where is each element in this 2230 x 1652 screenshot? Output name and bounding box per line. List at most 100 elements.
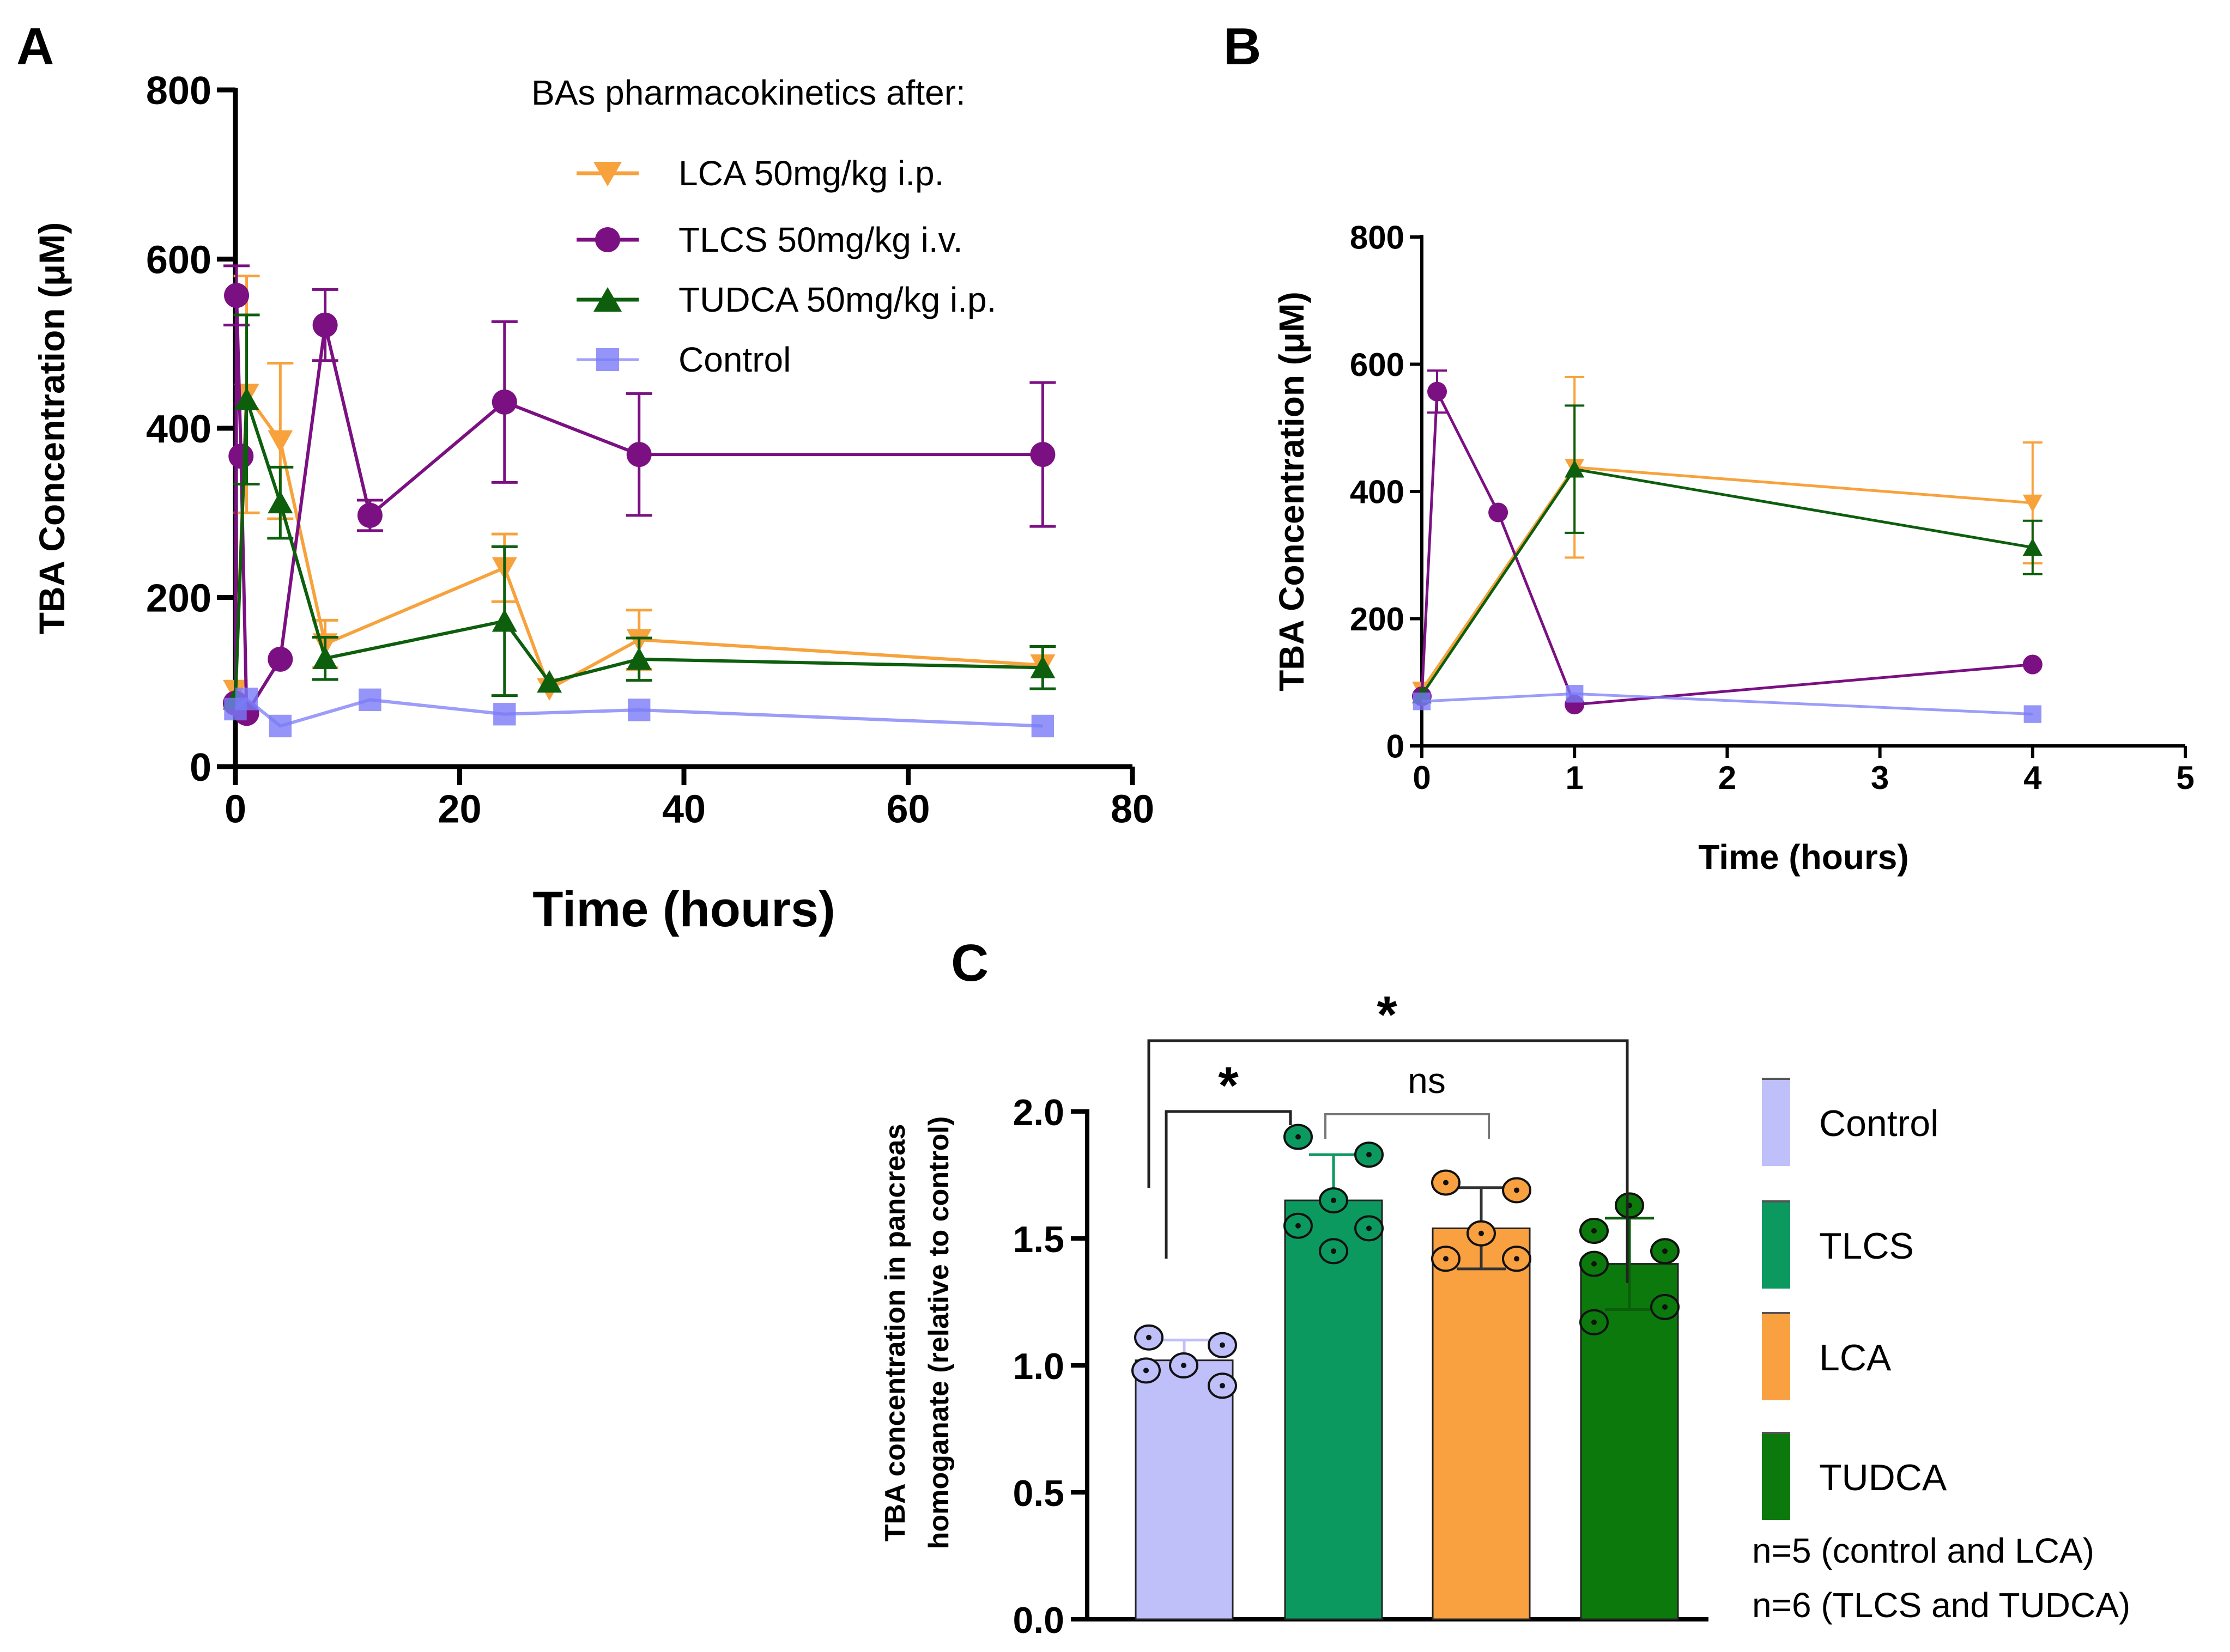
panel-a-series-lca-point-2 bbox=[268, 430, 293, 453]
panel-a-series-tudca-point-1 bbox=[234, 387, 259, 410]
panel-c-y-tick-label-4: 2.0 bbox=[1013, 1092, 1064, 1133]
panel-b-y-tick-label-0: 0 bbox=[1386, 728, 1404, 765]
panel-b-x-tick-label-2: 2 bbox=[1718, 760, 1736, 796]
panel-a-series-tudca-point-5 bbox=[537, 670, 562, 693]
legend-marker-tlcs bbox=[595, 227, 620, 252]
panel-a-series-control-point-4 bbox=[493, 703, 516, 726]
panel-a-series-control-point-2 bbox=[269, 714, 292, 738]
datapoint-dot-tlcs-1 bbox=[1366, 1152, 1372, 1158]
bar-group-tlcs bbox=[1283, 1123, 1384, 1620]
bar-group-lca bbox=[1431, 1169, 1531, 1620]
note-n6: n=6 (TLCS and TUDCA) bbox=[1752, 1586, 2130, 1625]
datapoint-dot-tudca-2 bbox=[1662, 1248, 1668, 1254]
legend-marker-control bbox=[596, 348, 619, 371]
legend-item-tudca: TUDCA bbox=[1762, 1432, 1947, 1520]
legend-item-tlcs: TLCS bbox=[1762, 1200, 1914, 1289]
panel-b-x-tick-label-0: 0 bbox=[1413, 760, 1431, 796]
datapoint-dot-control-1 bbox=[1220, 1342, 1225, 1348]
panel-a-series-tudca-point-7 bbox=[1030, 655, 1056, 678]
panel-b-y-axis-label: TBA Concentration (μM) bbox=[1272, 291, 1311, 691]
panel-b-series-control-point-1 bbox=[1566, 685, 1584, 703]
datapoint-dot-tudca-4 bbox=[1662, 1304, 1668, 1310]
datapoint-dot-control-2 bbox=[1181, 1363, 1186, 1368]
sig-label-control-tlcs: * bbox=[1218, 1056, 1239, 1115]
panel-b-series-tlcs-point-4 bbox=[2022, 654, 2043, 675]
panel-b-series-lca bbox=[1412, 375, 2043, 700]
bar-group-control bbox=[1131, 1324, 1237, 1620]
panel-a-series-tlcs-point-6 bbox=[357, 502, 383, 528]
panel-a-series bbox=[223, 264, 1056, 738]
panel-a-series-tudca-line bbox=[234, 399, 1043, 699]
bar-group-tudca bbox=[1579, 1192, 1680, 1620]
panel-a-y-tick-label-0: 0 bbox=[190, 746, 211, 789]
panel-a-series-tlcs-point-5 bbox=[312, 312, 338, 338]
panel-b-y-tick-label-200: 200 bbox=[1350, 601, 1404, 637]
panel-b-series-lca-line bbox=[1420, 466, 2033, 691]
panel-b-chart: 0 200 400 600 800 0 1 2 3 4 5 Time (hours) TBA Conce… bbox=[1272, 220, 2195, 877]
panel-a-x-tick-label-60: 60 bbox=[886, 787, 930, 831]
legend-item-lca: LCA 50mg/kg i.p. bbox=[577, 154, 944, 193]
panel-b-x-axis-label: Time (hours) bbox=[1698, 837, 1908, 877]
panel-c-chart: 0.0 0.5 1.0 1.5 2.0 TBA concentration in panc… bbox=[880, 986, 2130, 1641]
panel-a-x-tick-label-80: 80 bbox=[1111, 787, 1154, 831]
datapoint-dot-tlcs-4 bbox=[1366, 1225, 1372, 1231]
legend-label-control: Control bbox=[678, 340, 791, 379]
panel-a-series-control-point-1 bbox=[235, 688, 258, 710]
datapoint-dot-tlcs-2 bbox=[1331, 1198, 1336, 1204]
panel-a-series-tlcs-point-4 bbox=[268, 646, 293, 672]
bar-tlcs bbox=[1284, 1199, 1383, 1620]
datapoint-dot-control-4 bbox=[1220, 1383, 1225, 1389]
panel-c-y-tick-label-0: 0.0 bbox=[1013, 1600, 1064, 1641]
panel-c-y-axis-label-line1: TBA concentration in pancreas bbox=[880, 1124, 911, 1542]
bar-lca bbox=[1432, 1227, 1531, 1620]
panel-a-y-axis-label: TBA Concentration (μM) bbox=[32, 222, 72, 635]
panel-c-bars bbox=[1131, 1123, 1680, 1620]
datapoint-dot-control-0 bbox=[1146, 1334, 1152, 1340]
sig-label-tlcs-lca: ns bbox=[1408, 1060, 1446, 1101]
datapoint-dot-lca-3 bbox=[1443, 1256, 1449, 1262]
legend-swatch-control bbox=[1762, 1079, 1790, 1166]
legend-title: BAs pharmacokinetics after: bbox=[531, 73, 966, 112]
bar-control bbox=[1135, 1359, 1234, 1620]
panel-b-series-tlcs-point-1 bbox=[1427, 381, 1447, 402]
panel-c-significance: * ns * bbox=[1147, 986, 1629, 1283]
panel-b-series-control bbox=[1413, 685, 2041, 723]
datapoint-dot-lca-0 bbox=[1443, 1180, 1449, 1186]
panel-b-series-control-line bbox=[1421, 692, 2033, 716]
panel-a-series-tlcs-line bbox=[234, 295, 1043, 719]
datapoint-dot-tlcs-5 bbox=[1331, 1248, 1336, 1254]
datapoint-dot-tudca-1 bbox=[1591, 1228, 1597, 1234]
panel-a-series-control-point-5 bbox=[628, 699, 651, 721]
bracket-control-tudca bbox=[1147, 1039, 1629, 1283]
bracket-tlcs-lca bbox=[1324, 1113, 1490, 1139]
panel-b-x-tick-label-4: 4 bbox=[2023, 760, 2042, 796]
panel-b-x-tick-label-3: 3 bbox=[1871, 760, 1889, 796]
panel-a-y-tick-label-600: 600 bbox=[146, 238, 211, 282]
datapoint-dot-lca-2 bbox=[1478, 1230, 1484, 1236]
panel-b-series-control-point-0 bbox=[1413, 693, 1431, 710]
panel-b-series-lca-point-2 bbox=[2022, 494, 2043, 513]
datapoint-dot-tudca-3 bbox=[1591, 1261, 1597, 1267]
legend-swatch-tlcs bbox=[1762, 1201, 1790, 1289]
panel-b-y-tick-label-800: 800 bbox=[1350, 220, 1404, 256]
legend-label-tudca: TUDCA 50mg/kg i.p. bbox=[678, 280, 996, 319]
legend-item-tudca: TUDCA 50mg/kg i.p. bbox=[577, 280, 996, 319]
panel-b-series-control-point-2 bbox=[2023, 705, 2041, 723]
panel-a-series-tlcs-point-2 bbox=[228, 444, 254, 469]
panel-b-x-tick-label-5: 5 bbox=[2176, 760, 2194, 796]
legend-label-tlcs: TLCS 50mg/kg i.v. bbox=[678, 220, 963, 259]
panel-c-y-tick-label-1: 0.5 bbox=[1013, 1473, 1064, 1514]
panel-a-axes: 0 200 400 600 800 0 20 40 60 80 Time (hours) TBA Co… bbox=[32, 69, 1154, 937]
panel-b-series bbox=[1412, 369, 2043, 723]
panel-letter-a: A bbox=[16, 17, 54, 76]
datapoint-dot-tlcs-0 bbox=[1295, 1134, 1301, 1140]
legend-item-control: Control bbox=[577, 340, 791, 379]
panel-letter-b: B bbox=[1223, 17, 1261, 76]
panel-b-axes: 0 200 400 600 800 0 1 2 3 4 5 Time (hours) TBA Conce… bbox=[1272, 220, 2195, 877]
legend-label-tlcs: TLCS bbox=[1819, 1225, 1914, 1267]
sig-label-control-tudca: * bbox=[1377, 986, 1397, 1044]
panel-a-x-axis-label: Time (hours) bbox=[532, 882, 835, 937]
panel-a-series-control-point-3 bbox=[359, 688, 381, 712]
datapoint-dot-tudca-5 bbox=[1591, 1319, 1597, 1325]
panel-a-series-control-point-6 bbox=[1031, 714, 1055, 738]
